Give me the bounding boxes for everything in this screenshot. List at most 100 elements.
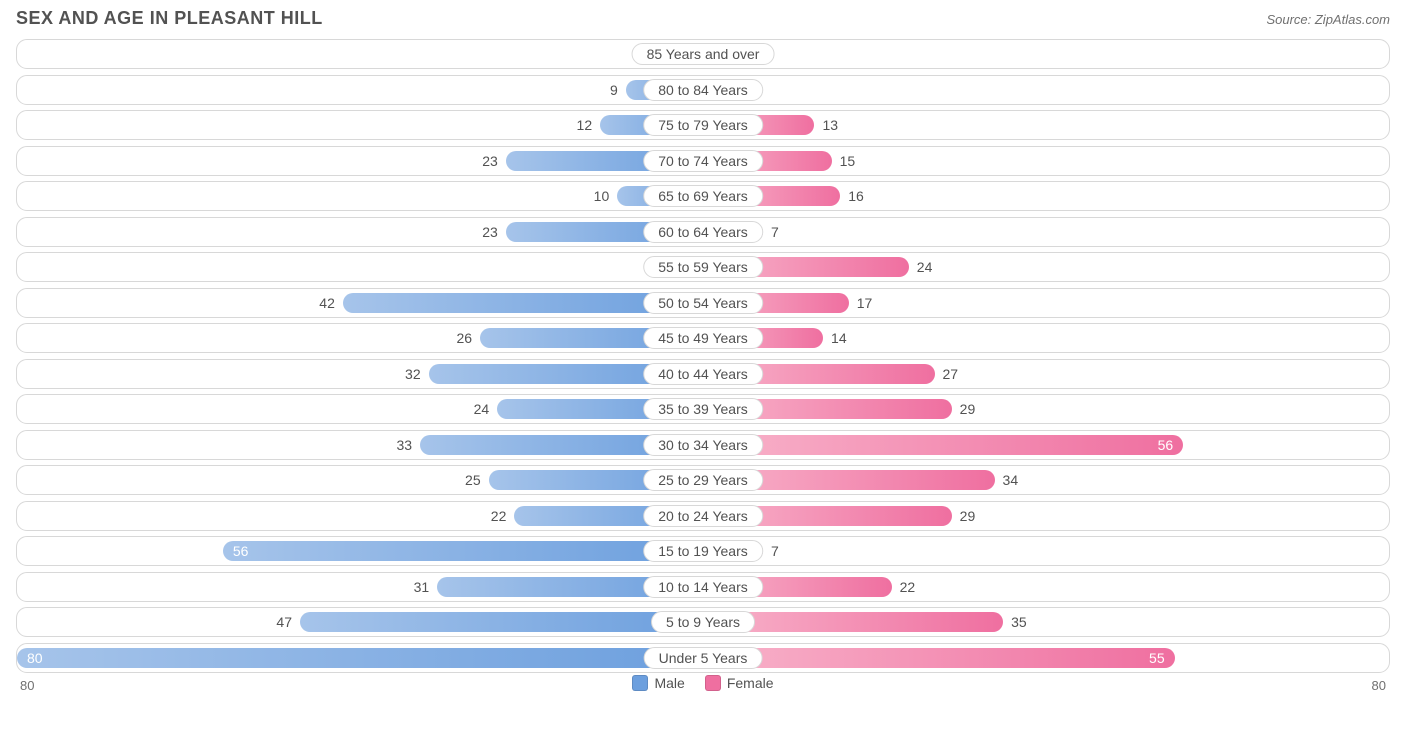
pyramid-row: 42 17 50 to 54 Years: [16, 288, 1390, 318]
female-value: 27: [935, 366, 967, 382]
male-half: 47: [17, 608, 703, 636]
female-half: 7: [703, 537, 1389, 565]
male-value: 12: [569, 117, 601, 133]
male-value: 26: [448, 330, 480, 346]
male-value: 10: [586, 188, 618, 204]
pyramid-row: 10 16 65 to 69 Years: [16, 181, 1390, 211]
female-value: 29: [952, 401, 984, 417]
axis-right-label: 80: [1372, 678, 1386, 693]
female-value: 29: [952, 508, 984, 524]
female-swatch-icon: [705, 675, 721, 691]
female-value: 15: [832, 153, 864, 169]
female-half: 7: [703, 218, 1389, 246]
chart-source: Source: ZipAtlas.com: [1266, 12, 1390, 27]
female-half: 2: [703, 40, 1389, 68]
legend: Male Female: [16, 675, 1390, 691]
age-group-label: 40 to 44 Years: [643, 363, 763, 385]
population-pyramid: 2285 Years and over9580 to 84 Years12137…: [16, 39, 1390, 673]
age-group-label: 25 to 29 Years: [643, 469, 763, 491]
female-half: 13: [703, 111, 1389, 139]
age-group-label: 75 to 79 Years: [643, 114, 763, 136]
female-value: 7: [763, 543, 787, 559]
female-value: 17: [849, 295, 881, 311]
male-bar: 56: [223, 541, 703, 561]
pyramid-row: 23 15 70 to 74 Years: [16, 146, 1390, 176]
female-value: 55: [1139, 650, 1175, 666]
female-value: 13: [814, 117, 846, 133]
male-value: 9: [602, 82, 626, 98]
female-half: 17: [703, 289, 1389, 317]
female-value: 16: [840, 188, 872, 204]
pyramid-row: 4 24 55 to 59 Years: [16, 252, 1390, 282]
pyramid-row: 33 56 30 to 34 Years: [16, 430, 1390, 460]
age-group-label: 15 to 19 Years: [643, 540, 763, 562]
age-group-label: 30 to 34 Years: [643, 434, 763, 456]
male-half: 23: [17, 147, 703, 175]
pyramid-row: 80 55 Under 5 Years: [16, 643, 1390, 673]
female-half: 5: [703, 76, 1389, 104]
female-half: 29: [703, 395, 1389, 423]
age-group-label: 70 to 74 Years: [643, 150, 763, 172]
female-bar: 55: [703, 648, 1175, 668]
male-half: 2: [17, 40, 703, 68]
legend-male-label: Male: [654, 675, 684, 691]
pyramid-row: 31 22 10 to 14 Years: [16, 572, 1390, 602]
pyramid-row: 2285 Years and over: [16, 39, 1390, 69]
male-value: 42: [311, 295, 343, 311]
pyramid-row: 56 715 to 19 Years: [16, 536, 1390, 566]
pyramid-row: 25 34 25 to 29 Years: [16, 465, 1390, 495]
female-value: 56: [1148, 437, 1184, 453]
pyramid-row: 9 580 to 84 Years: [16, 75, 1390, 105]
age-group-label: 85 Years and over: [632, 43, 775, 65]
male-value: 23: [474, 224, 506, 240]
male-half: 22: [17, 502, 703, 530]
male-value: 22: [483, 508, 515, 524]
chart-title: SEX AND AGE IN PLEASANT HILL: [16, 8, 323, 29]
female-bar: 56: [703, 435, 1183, 455]
legend-female-label: Female: [727, 675, 774, 691]
female-half: 27: [703, 360, 1389, 388]
pyramid-row: 242935 to 39 Years: [16, 394, 1390, 424]
male-half: 32: [17, 360, 703, 388]
female-value: 24: [909, 259, 941, 275]
female-half: 35: [703, 608, 1389, 636]
age-group-label: 55 to 59 Years: [643, 256, 763, 278]
female-half: 14: [703, 324, 1389, 352]
male-half: 24: [17, 395, 703, 423]
male-bar: 80: [17, 648, 703, 668]
male-value: 31: [406, 579, 438, 595]
male-value: 56: [223, 543, 259, 559]
age-group-label: 10 to 14 Years: [643, 576, 763, 598]
male-half: 12: [17, 111, 703, 139]
female-half: 22: [703, 573, 1389, 601]
female-value: 34: [995, 472, 1027, 488]
age-group-label: 60 to 64 Years: [643, 221, 763, 243]
male-value: 32: [397, 366, 429, 382]
female-half: 16: [703, 182, 1389, 210]
male-half: 26: [17, 324, 703, 352]
male-value: 24: [466, 401, 498, 417]
male-value: 47: [268, 614, 300, 630]
male-half: 10: [17, 182, 703, 210]
male-half: 33: [17, 431, 703, 459]
male-half: 25: [17, 466, 703, 494]
axis-left-label: 80: [20, 678, 34, 693]
male-value: 25: [457, 472, 489, 488]
age-group-label: 65 to 69 Years: [643, 185, 763, 207]
male-half: 31: [17, 573, 703, 601]
pyramid-row: 12 13 75 to 79 Years: [16, 110, 1390, 140]
pyramid-row: 32 27 40 to 44 Years: [16, 359, 1390, 389]
male-half: 4: [17, 253, 703, 281]
female-half: 56: [703, 431, 1389, 459]
pyramid-row: 47355 to 9 Years: [16, 607, 1390, 637]
female-half: 29: [703, 502, 1389, 530]
female-half: 55: [703, 644, 1389, 672]
age-group-label: 20 to 24 Years: [643, 505, 763, 527]
male-value: 80: [17, 650, 53, 666]
age-group-label: 80 to 84 Years: [643, 79, 763, 101]
age-group-label: 50 to 54 Years: [643, 292, 763, 314]
female-value: 22: [892, 579, 924, 595]
female-half: 24: [703, 253, 1389, 281]
age-group-label: Under 5 Years: [644, 647, 763, 669]
pyramid-row: 22 29 20 to 24 Years: [16, 501, 1390, 531]
